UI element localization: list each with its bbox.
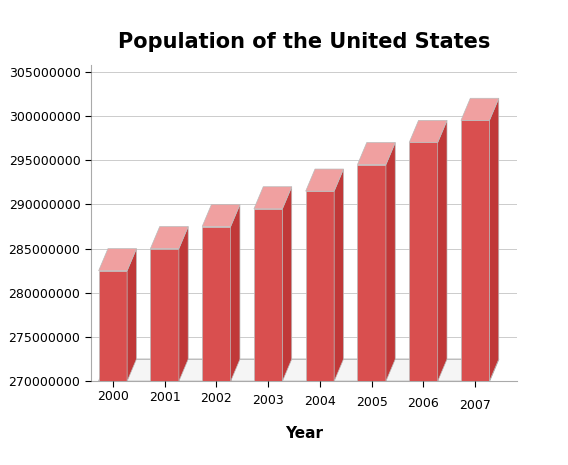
- Text: 2001: 2001: [149, 391, 181, 404]
- Polygon shape: [99, 249, 136, 271]
- Bar: [99, 271, 127, 381]
- Title: Population of the United States: Population of the United States: [118, 33, 490, 53]
- Polygon shape: [282, 187, 292, 381]
- Polygon shape: [357, 142, 395, 165]
- Text: 2005: 2005: [356, 396, 387, 409]
- Polygon shape: [386, 142, 395, 381]
- Bar: [357, 165, 386, 381]
- Bar: [151, 249, 179, 381]
- Polygon shape: [231, 205, 240, 381]
- Polygon shape: [179, 226, 188, 381]
- Bar: [306, 191, 334, 381]
- Polygon shape: [99, 359, 499, 381]
- Bar: [461, 120, 490, 381]
- Bar: [202, 226, 231, 381]
- Bar: [409, 142, 438, 381]
- Text: 2000: 2000: [97, 390, 129, 403]
- Text: 2002: 2002: [201, 392, 232, 405]
- Bar: [254, 209, 282, 381]
- Polygon shape: [127, 249, 136, 381]
- Polygon shape: [490, 98, 499, 381]
- Text: 2004: 2004: [304, 395, 336, 408]
- X-axis label: Year: Year: [285, 426, 323, 441]
- Polygon shape: [151, 226, 188, 249]
- Text: 2003: 2003: [252, 394, 284, 407]
- Text: 2007: 2007: [460, 399, 491, 412]
- Polygon shape: [461, 98, 499, 120]
- Text: 2006: 2006: [408, 398, 439, 411]
- Polygon shape: [438, 120, 447, 381]
- Polygon shape: [409, 120, 447, 142]
- Polygon shape: [202, 205, 240, 226]
- Polygon shape: [334, 169, 344, 381]
- Polygon shape: [306, 169, 344, 191]
- Polygon shape: [254, 187, 292, 209]
